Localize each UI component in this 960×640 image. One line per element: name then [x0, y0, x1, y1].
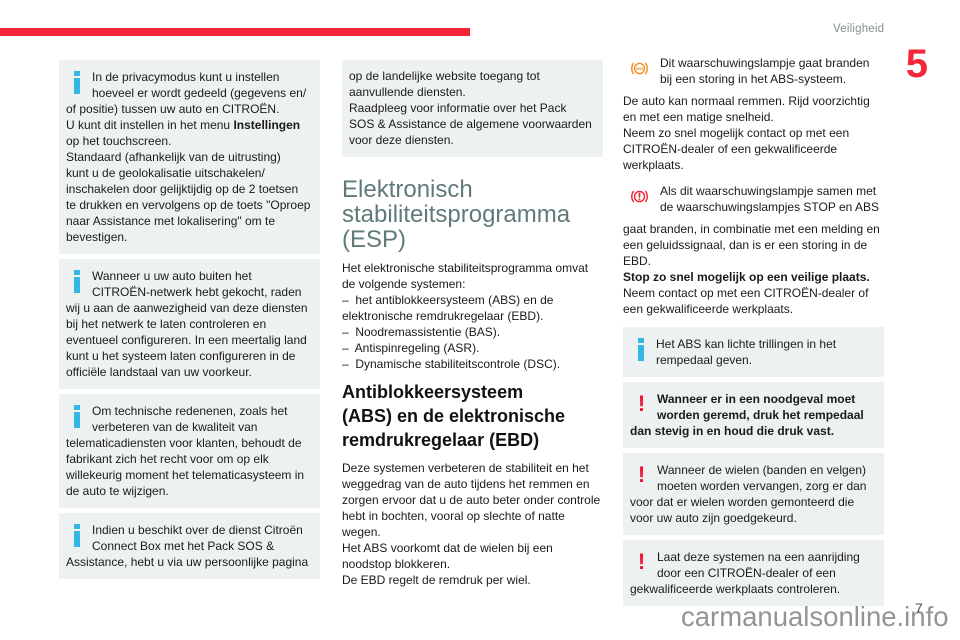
svg-text:ABS: ABS — [635, 66, 643, 71]
